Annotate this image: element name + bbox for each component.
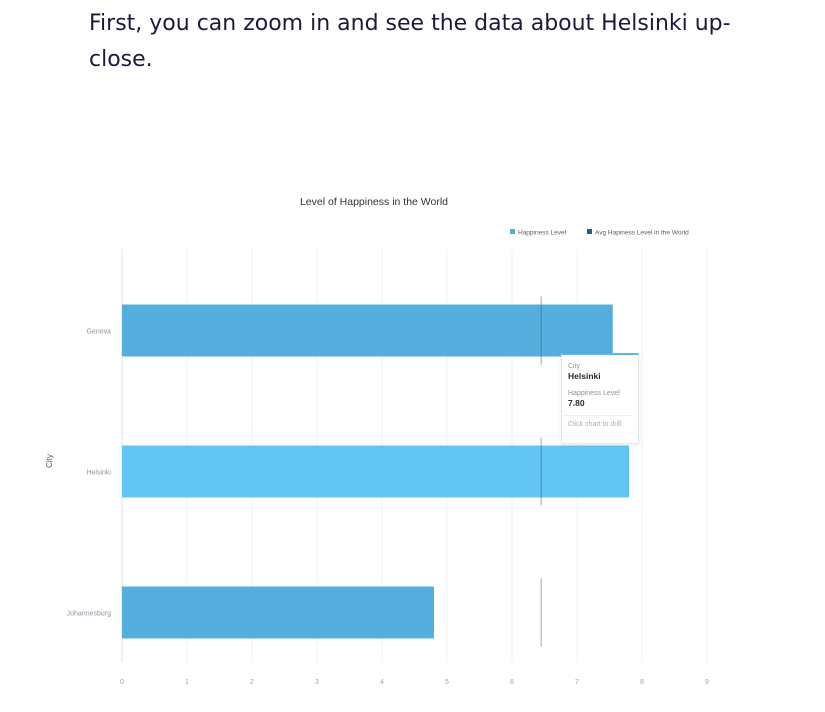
x-tick-label: 6 xyxy=(510,679,514,686)
x-tick-label: 9 xyxy=(705,679,709,686)
chart-title: Level of Happiness in the World xyxy=(300,196,448,208)
bar-geneva[interactable] xyxy=(122,304,613,357)
tooltip-city-value: Helsinki xyxy=(568,371,601,381)
bar-helsinki[interactable] xyxy=(122,445,629,498)
y-axis-title: City xyxy=(45,454,54,468)
tooltip-city-label: City xyxy=(568,363,581,370)
tooltip-level-value: 7.80 xyxy=(568,398,585,408)
bar-johannesburg[interactable] xyxy=(122,586,434,639)
x-tick-label: 4 xyxy=(380,679,384,686)
legend-swatch xyxy=(587,229,592,234)
tooltip-level-label: Happiness Level xyxy=(568,390,620,397)
category-label: Johannesburg xyxy=(67,611,111,618)
x-tick-label: 1 xyxy=(185,679,189,686)
chart-tooltip: City Helsinki Happiness Level 7.80 Click… xyxy=(561,353,639,444)
legend-label: Happiness Level xyxy=(518,230,567,237)
x-tick-label: 0 xyxy=(120,679,124,686)
x-tick-label: 8 xyxy=(640,679,644,686)
intro-paragraph: First, you can zoom in and see the data … xyxy=(89,11,731,72)
chart-x-tick-labels: 0 1 2 3 4 5 6 7 8 9 xyxy=(120,679,709,686)
x-tick-label: 3 xyxy=(315,679,319,686)
chart-category-labels: Geneva Helsinki Johannesburg xyxy=(67,329,112,618)
x-tick-label: 5 xyxy=(445,679,449,686)
chart-bars[interactable] xyxy=(122,304,629,639)
x-tick-label: 2 xyxy=(250,679,254,686)
tooltip-drill-hint[interactable]: Click chart to drill xyxy=(568,421,622,428)
category-label: Geneva xyxy=(86,329,111,336)
x-tick-label: 7 xyxy=(575,679,579,686)
chart-legend: Happiness Level Avg Hapiness Level in the… xyxy=(510,229,689,237)
legend-label: Avg Hapiness Level in the World xyxy=(595,230,689,237)
legend-swatch xyxy=(510,229,515,234)
category-label: Helsinki xyxy=(86,470,111,477)
